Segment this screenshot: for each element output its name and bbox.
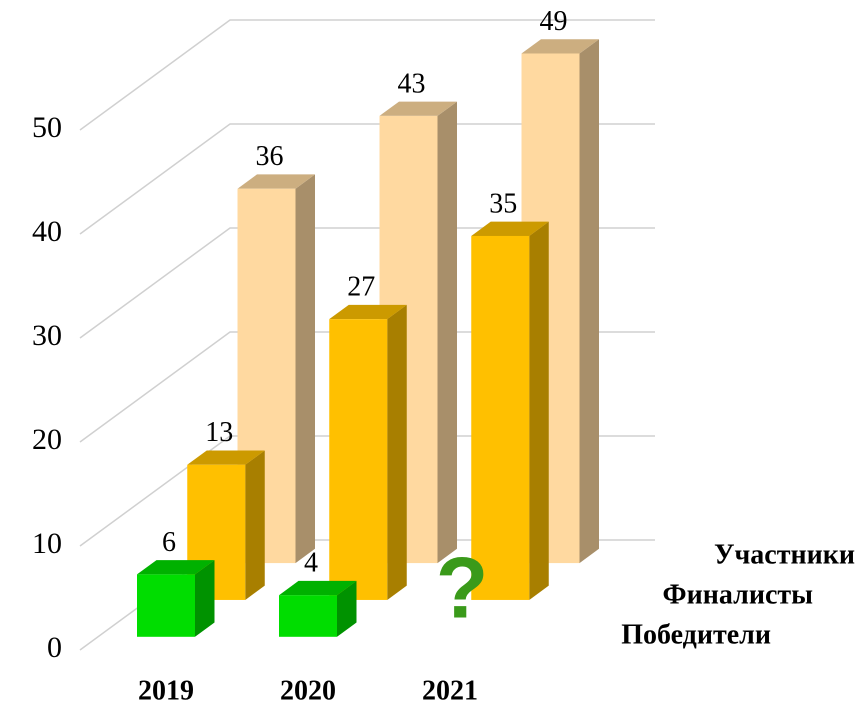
bar-top [137,560,215,575]
value-label: 49 [540,6,568,37]
value-label: 35 [489,188,517,219]
value-label: 4 [304,548,318,579]
bar [137,560,215,637]
bar [471,221,549,600]
x-tick-label: 2021 [422,675,478,706]
bar-side [387,304,407,600]
bar-top [279,580,357,596]
y-tick-label: 20 [32,423,62,456]
bar-front [471,235,530,600]
bar-side [337,580,357,637]
bar-side [437,101,457,564]
x-tick-label: 2019 [138,675,194,706]
bar-side [245,450,265,600]
bar [187,450,265,600]
bar-top [521,39,599,54]
legend-label: Участники [714,539,855,570]
y-tick-label: 40 [32,215,62,248]
bar-top [187,450,265,465]
legend-label: Победители [621,619,771,650]
bar [279,580,357,637]
y-tick-label: 0 [47,631,62,664]
bar-side [295,174,315,564]
bar-top [237,174,315,189]
value-label: 27 [347,272,375,303]
value-label: 13 [205,417,233,448]
bar-side [195,560,215,637]
bar-front [279,595,337,637]
bar-side [579,39,599,564]
value-label: 6 [162,527,176,558]
value-label: 36 [256,141,284,172]
legend-label: Финалисты [663,579,814,610]
bar-front [329,319,388,600]
y-tick-label: 50 [32,111,62,144]
bar-top [329,304,407,320]
y-tick-label: 30 [32,319,62,352]
y-tick-label: 10 [32,527,62,560]
grid-line [79,123,655,235]
bar-side [529,221,549,600]
bar [329,304,407,600]
bar-top [379,101,457,116]
bar-front [137,574,195,637]
annotation: ? [436,541,489,637]
bar-top [471,221,549,236]
x-tick-label: 2020 [280,675,336,706]
value-label: 43 [398,68,426,99]
grid-line [79,19,655,131]
